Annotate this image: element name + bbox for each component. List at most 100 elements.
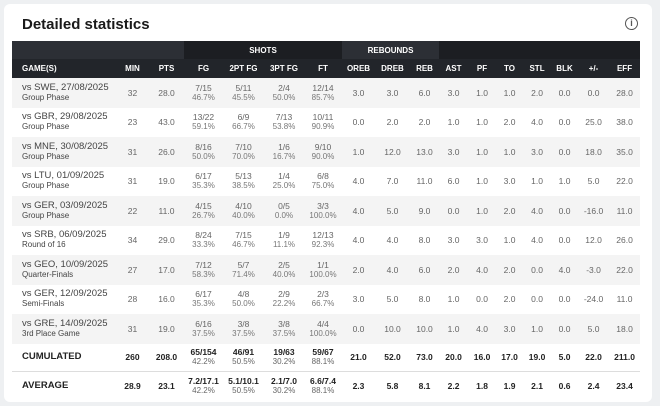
made-attempted: 7/13 <box>275 112 293 123</box>
column-header-ast[interactable]: AST <box>439 59 469 78</box>
column-header-dreb[interactable]: DREB <box>375 59 410 78</box>
game-label[interactable]: vs LTU, 01/09/2025 <box>22 170 105 182</box>
ast-cell: 1.0 <box>439 314 469 344</box>
percentage: 22.2% <box>272 299 296 309</box>
column-header-eff[interactable]: EFF <box>609 59 641 78</box>
percentage: 75.0% <box>311 181 335 191</box>
phase-label: Quarter-Finals <box>22 269 74 279</box>
eff-cell: 38.0 <box>616 117 633 128</box>
eff-cell: 23.4 <box>609 371 641 400</box>
column-header-blk[interactable]: BLK <box>551 59 579 78</box>
made-attempted: 2/4 <box>278 82 290 93</box>
blk-cell: 5.0 <box>558 352 571 363</box>
made-attempted: 4/4 <box>317 318 329 329</box>
group-rebounds: REBOUNDS <box>342 41 440 59</box>
fg2-cell: 4/10 40.0% <box>223 196 264 226</box>
to-cell: 2.0 <box>496 255 524 285</box>
pts-cell: 208.0 <box>155 352 178 363</box>
made-attempted: 6/8 <box>317 171 329 182</box>
game-label[interactable]: vs MNE, 30/08/2025 <box>22 140 109 152</box>
column-header-min[interactable]: MIN <box>116 59 149 78</box>
to-cell: 1.0 <box>496 137 524 167</box>
game-label[interactable]: vs GER, 12/09/2025 <box>22 288 108 300</box>
column-header-pts[interactable]: PTS <box>149 59 184 78</box>
oreb-cell: 1.0 <box>342 137 375 167</box>
column-header-oreb[interactable]: OREB <box>342 59 375 78</box>
detailed-statistics-card: Detailed statistics i SHOTS REBOUNDS GAM… <box>4 4 652 402</box>
fg-cell: 8/24 33.3% <box>184 226 223 256</box>
dreb-cell: 5.8 <box>375 371 410 400</box>
made-attempted: 5/7 <box>237 259 250 270</box>
fg2-cell: 3/8 37.5% <box>223 314 264 344</box>
min-cell: 28 <box>127 294 138 305</box>
cumulated-row: CUMULATED 260 208.0 65/154 42.2% 46/91 50.5% 19… <box>12 344 640 372</box>
fg2-cell: 6/9 66.7% <box>223 108 264 138</box>
group-shots: SHOTS <box>184 41 342 59</box>
ft-cell: 3/3 100.0% <box>304 196 342 226</box>
blk-cell: 0.0 <box>558 294 571 305</box>
column-header-pf[interactable]: PF <box>468 59 497 78</box>
reb-cell: 13.0 <box>410 137 440 167</box>
game-label[interactable]: vs GEO, 10/09/2025 <box>22 258 109 270</box>
min-cell: 22 <box>116 196 149 226</box>
made-attempted: 12/14 <box>312 82 334 93</box>
column-header-row: GAME(S) MIN PTS FG 2PT FG 3PT FG FT OREB DREB REB… <box>12 59 641 78</box>
eff-cell: 22.0 <box>609 255 641 285</box>
stl-cell: 1.0 <box>531 176 543 187</box>
percentage: 50.0% <box>192 151 215 161</box>
game-label[interactable]: vs SWE, 27/08/2025 <box>22 81 109 93</box>
pf-cell: 1.0 <box>476 176 488 187</box>
pf-cell: 0.0 <box>476 294 488 305</box>
oreb-cell: 21.0 <box>350 352 367 363</box>
percentage: 37.5% <box>192 328 215 338</box>
game-label[interactable]: vs GRE, 14/09/2025 <box>22 317 108 329</box>
ast-cell: 2.0 <box>439 255 469 285</box>
game-label[interactable]: vs GER, 03/09/2025 <box>22 199 108 211</box>
made-attempted: 1/6 <box>278 141 290 152</box>
column-header-ft[interactable]: FT <box>304 59 342 78</box>
percentage: 85.7% <box>311 92 335 102</box>
made-attempted: 7/15 <box>235 230 252 241</box>
phase-label: 3rd Place Game <box>22 328 80 338</box>
ft-cell: 6.6/7.4 88.1% <box>304 371 342 400</box>
made-attempted: 7/12 <box>195 259 212 270</box>
column-header-reb[interactable]: REB <box>410 59 440 78</box>
made-attempted: 5/11 <box>235 82 252 93</box>
made-attempted: 4/15 <box>195 200 212 211</box>
column-header-stl[interactable]: STL <box>523 59 552 78</box>
column-header-game-s-[interactable]: GAME(S) <box>12 59 116 78</box>
dreb-cell: 12.0 <box>375 137 410 167</box>
stl-cell: 0.0 <box>531 294 543 305</box>
fg2-cell: 5/13 38.5% <box>223 167 264 197</box>
column-header--[interactable]: +/- <box>578 59 610 78</box>
ft-cell: 6/8 75.0% <box>304 167 342 197</box>
made-attempted: 6/17 <box>195 289 212 300</box>
made-attempted: 4/8 <box>237 289 250 300</box>
fg-cell: 8/16 50.0% <box>184 137 223 167</box>
made-attempted: 9/10 <box>314 141 332 152</box>
column-header-3pt-fg[interactable]: 3PT FG <box>264 59 304 78</box>
column-header-fg[interactable]: FG <box>184 59 223 78</box>
fg-cell: 4/15 26.7% <box>184 196 223 226</box>
oreb-cell: 3.0 <box>342 78 375 108</box>
made-attempted: 2/5 <box>278 259 290 270</box>
column-header-to[interactable]: TO <box>496 59 524 78</box>
column-header-2pt-fg[interactable]: 2PT FG <box>223 59 264 78</box>
ast-cell: 1.0 <box>447 117 460 128</box>
table-row: vs GER, 03/09/2025 Group Phase 22 11.0 4/15 2… <box>12 196 641 226</box>
fg2-cell: 7/15 46.7% <box>223 226 264 256</box>
table-row: vs GEO, 10/09/2025 Quarter-Finals 27 17.0 7/… <box>12 255 641 285</box>
ast-cell: 3.0 <box>439 78 469 108</box>
game-label[interactable]: vs GBR, 29/08/2025 <box>22 111 108 123</box>
info-icon[interactable]: i <box>625 17 638 30</box>
min-cell: 28.9 <box>116 371 149 400</box>
min-cell: 23 <box>127 117 138 128</box>
game-label[interactable]: vs SRB, 06/09/2025 <box>22 229 107 241</box>
ast-cell: 2.2 <box>439 371 469 400</box>
made-attempted: 1/9 <box>278 230 290 241</box>
reb-cell: 11.0 <box>416 176 433 187</box>
dreb-cell: 52.0 <box>384 352 401 363</box>
stl-cell: 0.0 <box>523 255 552 285</box>
made-attempted: 7.2/17.1 <box>188 375 219 386</box>
eff-cell: 18.0 <box>609 314 641 344</box>
